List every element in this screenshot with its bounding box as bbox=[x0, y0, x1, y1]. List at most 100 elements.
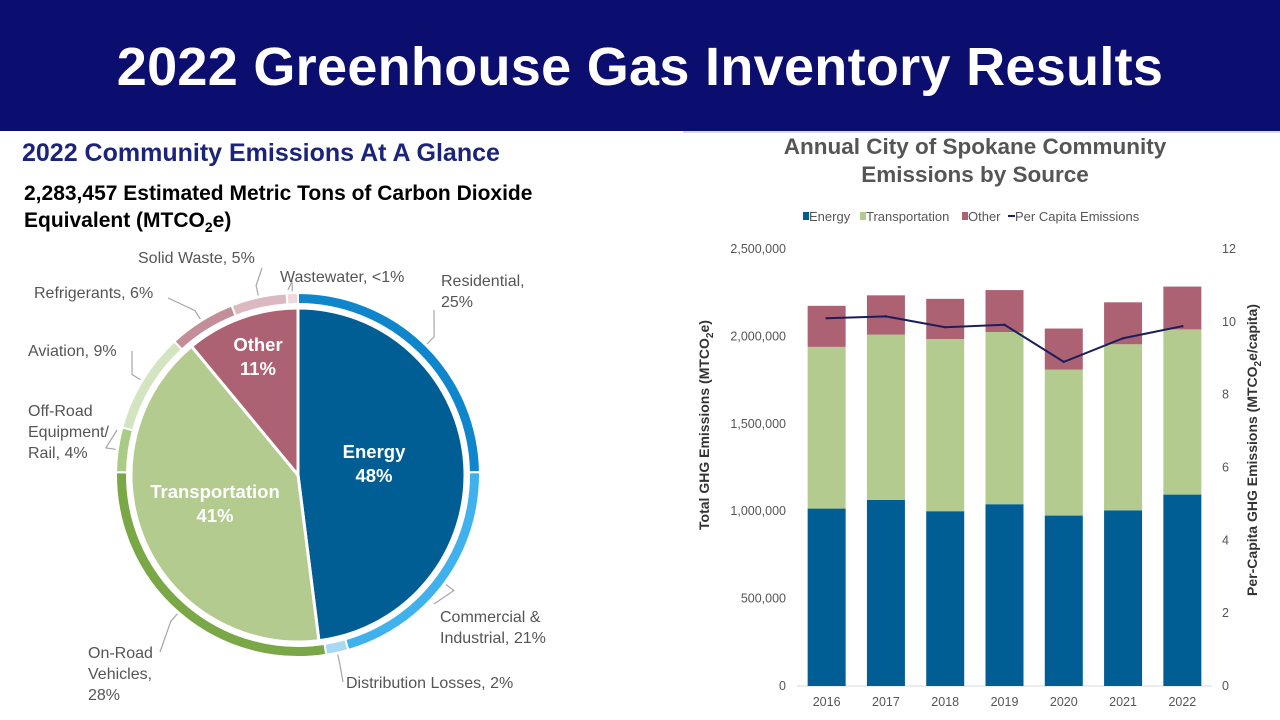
x-tick-label: 2019 bbox=[991, 695, 1019, 709]
total-emissions-subscript: 2 bbox=[204, 219, 213, 236]
leader-line-off-road-equipment-rail bbox=[104, 429, 118, 450]
legend-swatch bbox=[860, 212, 866, 220]
y-tick-label: 1,000,000 bbox=[730, 504, 786, 518]
legend-swatch bbox=[803, 212, 809, 220]
bar-chart-title: Annual City of Spokane Community Emissio… bbox=[730, 133, 1220, 189]
ring-label-line: Residential, bbox=[441, 273, 525, 290]
ring-label-line: 28% bbox=[88, 687, 120, 704]
ring-label-line: Solid Waste, 5% bbox=[138, 250, 255, 267]
y2-tick-label: 8 bbox=[1222, 388, 1229, 402]
leader-line-commercial-industrial bbox=[433, 584, 455, 605]
bar-transportation-2021 bbox=[1104, 344, 1143, 511]
bar-energy-2022 bbox=[1163, 494, 1202, 686]
bar-transportation-2022 bbox=[1163, 329, 1202, 495]
ring-label-line: Commercial & bbox=[440, 609, 541, 626]
bar-other-2019 bbox=[985, 290, 1024, 333]
x-tick-label: 2021 bbox=[1109, 695, 1137, 709]
ring-label-on-road-vehicles: On-Road Vehicles, 28% bbox=[88, 645, 153, 704]
pie-label-transportation: Transportation bbox=[150, 481, 280, 502]
bar-energy-2016 bbox=[807, 508, 846, 686]
per-capita-point bbox=[1062, 360, 1065, 364]
bar-other-2022 bbox=[1163, 286, 1202, 330]
y2-axis-title-part: Per-Capita GHG Emissions (MTCO bbox=[1244, 366, 1260, 596]
page-title: 2022 Greenhouse Gas Inventory Results bbox=[116, 37, 1164, 97]
ring-label-solid-waste: Solid Waste, 5% bbox=[138, 250, 255, 267]
ring-label-line: Vehicles, bbox=[88, 666, 152, 683]
legend-swatch bbox=[962, 212, 968, 220]
bar-transportation-2020 bbox=[1044, 369, 1083, 516]
leader-line-residential bbox=[426, 309, 435, 345]
ring-label-distribution-losses: Distribution Losses, 2% bbox=[346, 675, 513, 692]
per-capita-point bbox=[825, 316, 828, 320]
ring-label-line: Wastewater, <1% bbox=[280, 269, 404, 286]
pie-value-other: 11% bbox=[240, 358, 276, 379]
legend-item-per-capita-emissions: Per Capita Emissions bbox=[1008, 209, 1140, 224]
bar-other-2018 bbox=[926, 298, 965, 340]
bar-transportation-2016 bbox=[807, 346, 846, 509]
pie-value-energy: 48% bbox=[355, 465, 392, 486]
pie-slice-other bbox=[189, 306, 300, 480]
bar-energy-2017 bbox=[866, 499, 905, 686]
per-capita-point bbox=[944, 326, 947, 329]
per-capita-line bbox=[826, 315, 1183, 364]
y2-tick-label: 6 bbox=[1222, 461, 1229, 475]
pie-value-transportation: 41% bbox=[196, 505, 233, 526]
ring-label-residential: Residential, 25% bbox=[441, 273, 525, 311]
total-emissions-main: 2,283,457 Estimated Metric Tons of Carbo… bbox=[24, 182, 533, 232]
bar-other-2021 bbox=[1104, 302, 1143, 345]
bar-other-2020 bbox=[1044, 328, 1083, 370]
legend-item-energy: Energy bbox=[803, 209, 851, 224]
legend-label: Other bbox=[968, 209, 1001, 224]
y2-tick-label: 0 bbox=[1222, 679, 1229, 693]
bar-chart-title-line-1: Annual City of Spokane Community bbox=[783, 134, 1167, 159]
per-capita-point bbox=[1121, 337, 1125, 340]
bar-energy-2019 bbox=[985, 504, 1024, 686]
pie-slice-energy bbox=[296, 306, 467, 643]
ring-label-line: Industrial, 21% bbox=[440, 630, 546, 647]
legend-label: Per Capita Emissions bbox=[1015, 209, 1140, 224]
ring-label-line: Distribution Losses, 2% bbox=[346, 675, 513, 692]
pie-label-other: Other bbox=[233, 334, 282, 355]
y-axis-title-subscript: 2 bbox=[705, 332, 716, 338]
pie-label-energy: Energy bbox=[343, 441, 406, 462]
bar-energy-2018 bbox=[926, 511, 965, 686]
y-axis-title-part: Total GHG Emissions (MTCO bbox=[696, 338, 712, 530]
title-banner: 2022 Greenhouse Gas Inventory Results bbox=[0, 0, 1280, 131]
bar-transportation-2019 bbox=[985, 332, 1024, 505]
ring-label-line: Aviation, 9% bbox=[28, 343, 117, 360]
ring-label-line: On-Road bbox=[88, 645, 153, 662]
y-axis-title-part: e) bbox=[696, 320, 712, 332]
ring-label-commercial-industrial: Commercial & Industrial, 21% bbox=[440, 609, 546, 647]
y2-axis-title-subscript: 2 bbox=[1253, 360, 1264, 366]
ring-label-line: Refrigerants, 6% bbox=[34, 285, 153, 302]
ring-segment-distribution-losses bbox=[323, 638, 350, 656]
leader-line-distribution-losses bbox=[337, 654, 344, 683]
x-tick-label: 2022 bbox=[1168, 695, 1196, 709]
per-capita-point bbox=[884, 315, 888, 318]
leader-line-solid-waste bbox=[255, 267, 263, 296]
total-emissions-text: 2,283,457 Estimated Metric Tons of Carbo… bbox=[24, 180, 584, 241]
pie-slice-transportation bbox=[129, 344, 321, 644]
leader-line-refrigerants bbox=[167, 297, 201, 320]
ring-label-line: Equipment/ bbox=[28, 424, 109, 441]
x-tick-label: 2020 bbox=[1050, 695, 1078, 709]
ring-label-refrigerants: Refrigerants, 6% bbox=[34, 285, 153, 302]
bar-other-2016 bbox=[807, 305, 846, 347]
y-tick-label: 500,000 bbox=[741, 592, 786, 606]
per-capita-point bbox=[1003, 323, 1006, 326]
bar-transportation-2017 bbox=[866, 334, 905, 500]
y-axis-title: Total GHG Emissions (MTCO2e) bbox=[696, 320, 716, 530]
leader-line-on-road-vehicles bbox=[159, 613, 178, 653]
x-tick-label: 2016 bbox=[813, 695, 841, 709]
bar-transportation-2018 bbox=[926, 339, 965, 512]
leader-line-aviation bbox=[131, 350, 141, 381]
bar-energy-2021 bbox=[1104, 510, 1143, 686]
ring-label-line: Rail, 4% bbox=[28, 445, 88, 462]
y-tick-label: 1,500,000 bbox=[730, 417, 786, 431]
bar-chart-title-line-2: Emissions by Source bbox=[861, 162, 1089, 187]
y-tick-label: 0 bbox=[779, 679, 786, 693]
legend-label: Energy bbox=[809, 209, 851, 224]
ring-segment-wastewater bbox=[285, 291, 299, 306]
bar-energy-2020 bbox=[1044, 515, 1083, 686]
leader-line-wastewater bbox=[287, 280, 293, 292]
